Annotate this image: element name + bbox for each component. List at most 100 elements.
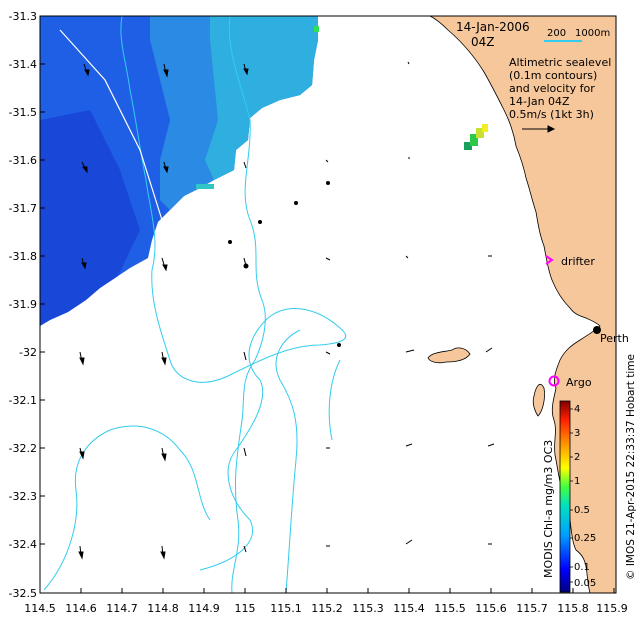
y-tick-label: -31.4 bbox=[9, 58, 37, 71]
y-tick-label: -31.7 bbox=[9, 202, 37, 215]
velocity-arrow bbox=[243, 257, 249, 269]
x-tick-label: 115.2 bbox=[311, 602, 343, 615]
velocity-arrow bbox=[243, 447, 247, 457]
legend-line-4: 14-Jan 04Z bbox=[509, 95, 570, 108]
velocity-arrow bbox=[81, 257, 87, 270]
y-tick-label: -31.5 bbox=[9, 106, 37, 119]
y-tick-label: -32.5 bbox=[9, 587, 37, 600]
velocity-arrow bbox=[243, 545, 247, 553]
colorbar-tick-label: 1 bbox=[574, 476, 580, 487]
velocity-arrow bbox=[325, 159, 329, 163]
rottnest-island bbox=[427, 347, 471, 364]
x-tick-label: 115.9 bbox=[596, 602, 628, 615]
velocity-arrow bbox=[487, 443, 495, 447]
velocity-arrow bbox=[160, 545, 166, 560]
x-tick-label: 115.6 bbox=[475, 602, 507, 615]
chlorophyll-spot bbox=[482, 124, 488, 132]
velocity-arrow bbox=[161, 257, 168, 272]
contour-1000m bbox=[228, 16, 266, 593]
legend-line-3: and velocity for bbox=[509, 82, 595, 95]
chlorophyll-speck bbox=[314, 26, 319, 32]
velocity-arrows bbox=[78, 61, 495, 560]
x-tick-label: 115.7 bbox=[516, 602, 548, 615]
colorbar-tick-label: 0.25 bbox=[574, 533, 596, 544]
x-tick-label: 115.5 bbox=[434, 602, 466, 615]
colorbar-tick-label: 0.05 bbox=[574, 578, 596, 589]
y-tick-label: -32.3 bbox=[9, 490, 37, 503]
y-tick-label: -32 bbox=[19, 346, 37, 359]
chlorophyll-spot bbox=[470, 134, 478, 146]
colorbar-tick-label: 0.5 bbox=[574, 505, 590, 516]
velocity-arrow bbox=[243, 63, 249, 76]
legend-line-2: (0.1m contours) bbox=[509, 69, 597, 82]
velocity-arrow bbox=[485, 347, 493, 353]
velocity-arrow bbox=[405, 255, 409, 259]
velocity-arrow bbox=[243, 351, 247, 361]
x-tick-label: 115.4 bbox=[393, 602, 425, 615]
velocity-arrow bbox=[161, 447, 167, 462]
argo-marker bbox=[548, 375, 560, 387]
credit-text: © IMOS 21-Apr-2015 22:33:37 Hobart time bbox=[625, 354, 637, 580]
velocity-arrow bbox=[228, 240, 232, 244]
velocity-arrow bbox=[163, 161, 169, 174]
map-date: 14-Jan-2006 bbox=[456, 20, 530, 34]
x-tick-label: 115.3 bbox=[352, 602, 384, 615]
chlorophyll-spot bbox=[476, 128, 484, 138]
x-tick-label: 115.1 bbox=[270, 602, 302, 615]
y-tick-label: -32.2 bbox=[9, 442, 37, 455]
velocity-arrow bbox=[326, 181, 330, 185]
velocity-arrow bbox=[79, 351, 85, 366]
velocity-arrow bbox=[325, 257, 331, 261]
legend-line-5: 0.5m/s (1kt 3h) bbox=[509, 108, 594, 121]
drifter-label: drifter bbox=[561, 255, 595, 268]
x-tick-label: 114.8 bbox=[147, 602, 179, 615]
colorbar-tick-label: 3 bbox=[574, 428, 580, 439]
scale-label-200: 200 bbox=[547, 28, 566, 39]
chlorophyll-spot bbox=[464, 142, 472, 150]
x-tick-label: 114.6 bbox=[65, 602, 97, 615]
satellite-track bbox=[59, 29, 163, 221]
velocity-arrow bbox=[78, 545, 84, 560]
y-tick-label: -31.6 bbox=[9, 154, 37, 167]
contour-deep bbox=[43, 425, 211, 591]
colorbar-title: MODIS Chl-a mg/m3 OC3 bbox=[542, 440, 555, 578]
chlorophyll-patch-edge bbox=[205, 16, 318, 180]
velocity-arrow bbox=[294, 201, 298, 205]
velocity-arrow bbox=[405, 349, 415, 353]
colorbar bbox=[559, 400, 571, 593]
x-tick-label: 115 bbox=[235, 602, 256, 615]
velocity-scale-arrow bbox=[522, 125, 556, 133]
contour-200m bbox=[120, 16, 347, 571]
colorbar-ticks bbox=[570, 408, 573, 583]
velocity-arrow bbox=[337, 343, 341, 347]
y-axis bbox=[40, 15, 45, 594]
argo-label: Argo bbox=[566, 376, 592, 389]
velocity-arrow bbox=[405, 443, 413, 447]
bathymetry-contours bbox=[43, 16, 347, 593]
x-tick-label: 115.8 bbox=[557, 602, 589, 615]
y-tick-label: -32.1 bbox=[9, 394, 37, 407]
colorbar-tick-label: 4 bbox=[574, 404, 580, 415]
colorbar-tick-label: 2 bbox=[574, 452, 580, 463]
velocity-arrow bbox=[258, 220, 262, 224]
chlorophyll-patch-deep bbox=[40, 110, 140, 326]
map-hour: 04Z bbox=[471, 35, 495, 49]
x-axis bbox=[39, 588, 615, 593]
velocity-arrow bbox=[163, 63, 169, 78]
contour-shelf bbox=[328, 359, 341, 441]
colorbar-tick-label: 0.1 bbox=[574, 562, 590, 573]
velocity-arrow bbox=[325, 351, 331, 355]
velocity-arrow bbox=[243, 161, 247, 169]
velocity-arrow bbox=[83, 63, 90, 77]
velocity-arrow bbox=[161, 351, 167, 366]
x-tick-label: 114.9 bbox=[188, 602, 220, 615]
y-tick-label: -32.4 bbox=[9, 538, 37, 551]
velocity-arrow bbox=[79, 447, 85, 460]
legend-line-1: Altimetric sealevel bbox=[509, 56, 611, 69]
y-tick-label: -31.9 bbox=[9, 298, 37, 311]
chlorophyll-speck bbox=[196, 184, 214, 189]
velocity-arrow bbox=[81, 161, 88, 174]
garden-island bbox=[532, 383, 545, 417]
y-tick-label: -31.3 bbox=[9, 10, 37, 23]
